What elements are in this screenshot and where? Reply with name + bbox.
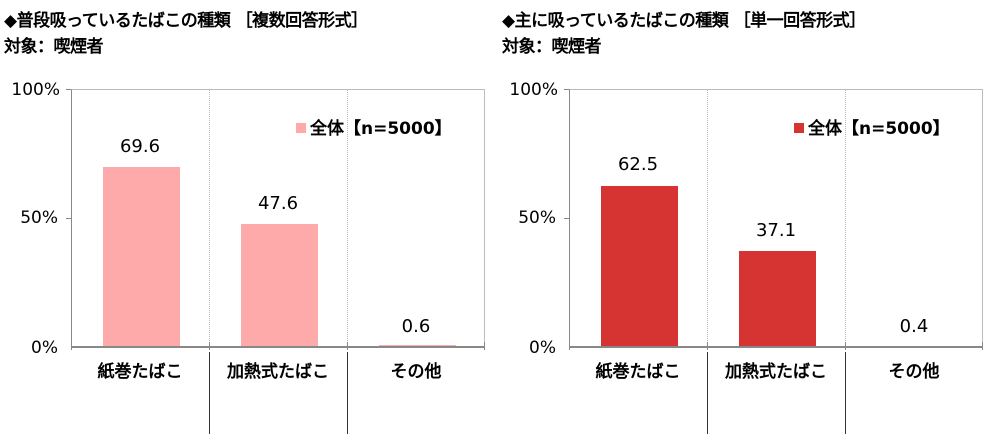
chart-panel-usual: ◆普段吸っているたばこの種類 ［複数回答形式］ 対象：喫煙者 100% 50% … (4, 11, 485, 434)
y-tick-0: 0% (529, 338, 556, 358)
y-tick-100: 100% (509, 80, 558, 100)
legend-swatch-icon (296, 123, 306, 133)
category-separator (845, 352, 846, 434)
chart-panel-main: ◆主に吸っているたばこの種類 ［単一回答形式］ 対象：喫煙者 100% 50% … (498, 0, 998, 434)
x-tickmark (845, 342, 846, 350)
category-gridline (209, 90, 210, 347)
category-label: 紙巻たばこ (595, 362, 681, 382)
category-separator (347, 352, 348, 434)
value-label: 37.1 (755, 220, 797, 241)
bar-paper-cigarette (103, 167, 180, 347)
x-tickmark (347, 342, 348, 350)
x-tickmark (209, 342, 210, 350)
chart-subtitle: 対象：喫煙者 (4, 37, 104, 57)
legend-label: 全体【n=5000】 (808, 119, 950, 139)
plot-area (569, 89, 983, 347)
category-separator (707, 352, 708, 434)
y-tick-50: 50% (518, 208, 556, 228)
category-gridline (845, 90, 846, 347)
legend: 全体【n=5000】 (296, 114, 452, 139)
category-gridline (347, 90, 348, 347)
category-label: 紙巻たばこ (97, 362, 183, 382)
x-axis-line (569, 346, 983, 348)
y-tickmark (564, 218, 569, 219)
y-tickmark (66, 218, 71, 219)
y-tickmark (66, 89, 71, 90)
y-tickmark (564, 89, 569, 90)
bar-paper-cigarette (601, 185, 678, 347)
chart-title: ◆主に吸っているたばこの種類 ［単一回答形式］ (502, 11, 866, 31)
category-gridline (707, 90, 708, 347)
chart-subtitle: 対象：喫煙者 (502, 37, 602, 57)
legend: 全体【n=5000】 (794, 114, 950, 139)
y-tick-50: 50% (20, 208, 58, 228)
legend-label: 全体【n=5000】 (310, 119, 452, 139)
y-tick-100: 100% (11, 80, 60, 100)
bar-heated-tobacco (739, 251, 816, 347)
x-tickmark (484, 342, 485, 350)
y-tick-0: 0% (31, 338, 58, 358)
x-axis-line (71, 346, 485, 348)
plot-area (71, 89, 485, 347)
category-separator (209, 352, 210, 434)
value-label: 62.5 (617, 154, 659, 175)
value-label: 0.6 (401, 316, 431, 337)
value-label: 47.6 (257, 193, 299, 214)
bar-heated-tobacco (241, 224, 318, 347)
value-label: 0.4 (899, 316, 929, 337)
category-label: その他 (390, 362, 442, 382)
x-tickmark (569, 342, 570, 350)
value-label: 69.6 (119, 136, 161, 157)
x-tickmark (982, 342, 983, 350)
chart-title: ◆普段吸っているたばこの種類 ［複数回答形式］ (4, 11, 368, 31)
x-tickmark (707, 342, 708, 350)
category-label: 加熱式たばこ (725, 362, 827, 382)
legend-swatch-icon (794, 123, 804, 133)
category-label: 加熱式たばこ (227, 362, 329, 382)
category-label: その他 (888, 362, 940, 382)
x-tickmark (71, 342, 72, 350)
